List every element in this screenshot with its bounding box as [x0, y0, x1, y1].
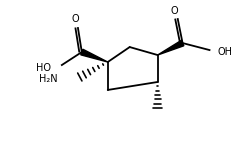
Text: O: O — [71, 14, 79, 24]
Text: H₂N: H₂N — [39, 74, 58, 84]
Text: O: O — [171, 6, 178, 16]
Text: HO: HO — [36, 63, 51, 73]
Polygon shape — [158, 40, 184, 55]
Text: OH: OH — [218, 47, 232, 57]
Polygon shape — [81, 49, 108, 62]
